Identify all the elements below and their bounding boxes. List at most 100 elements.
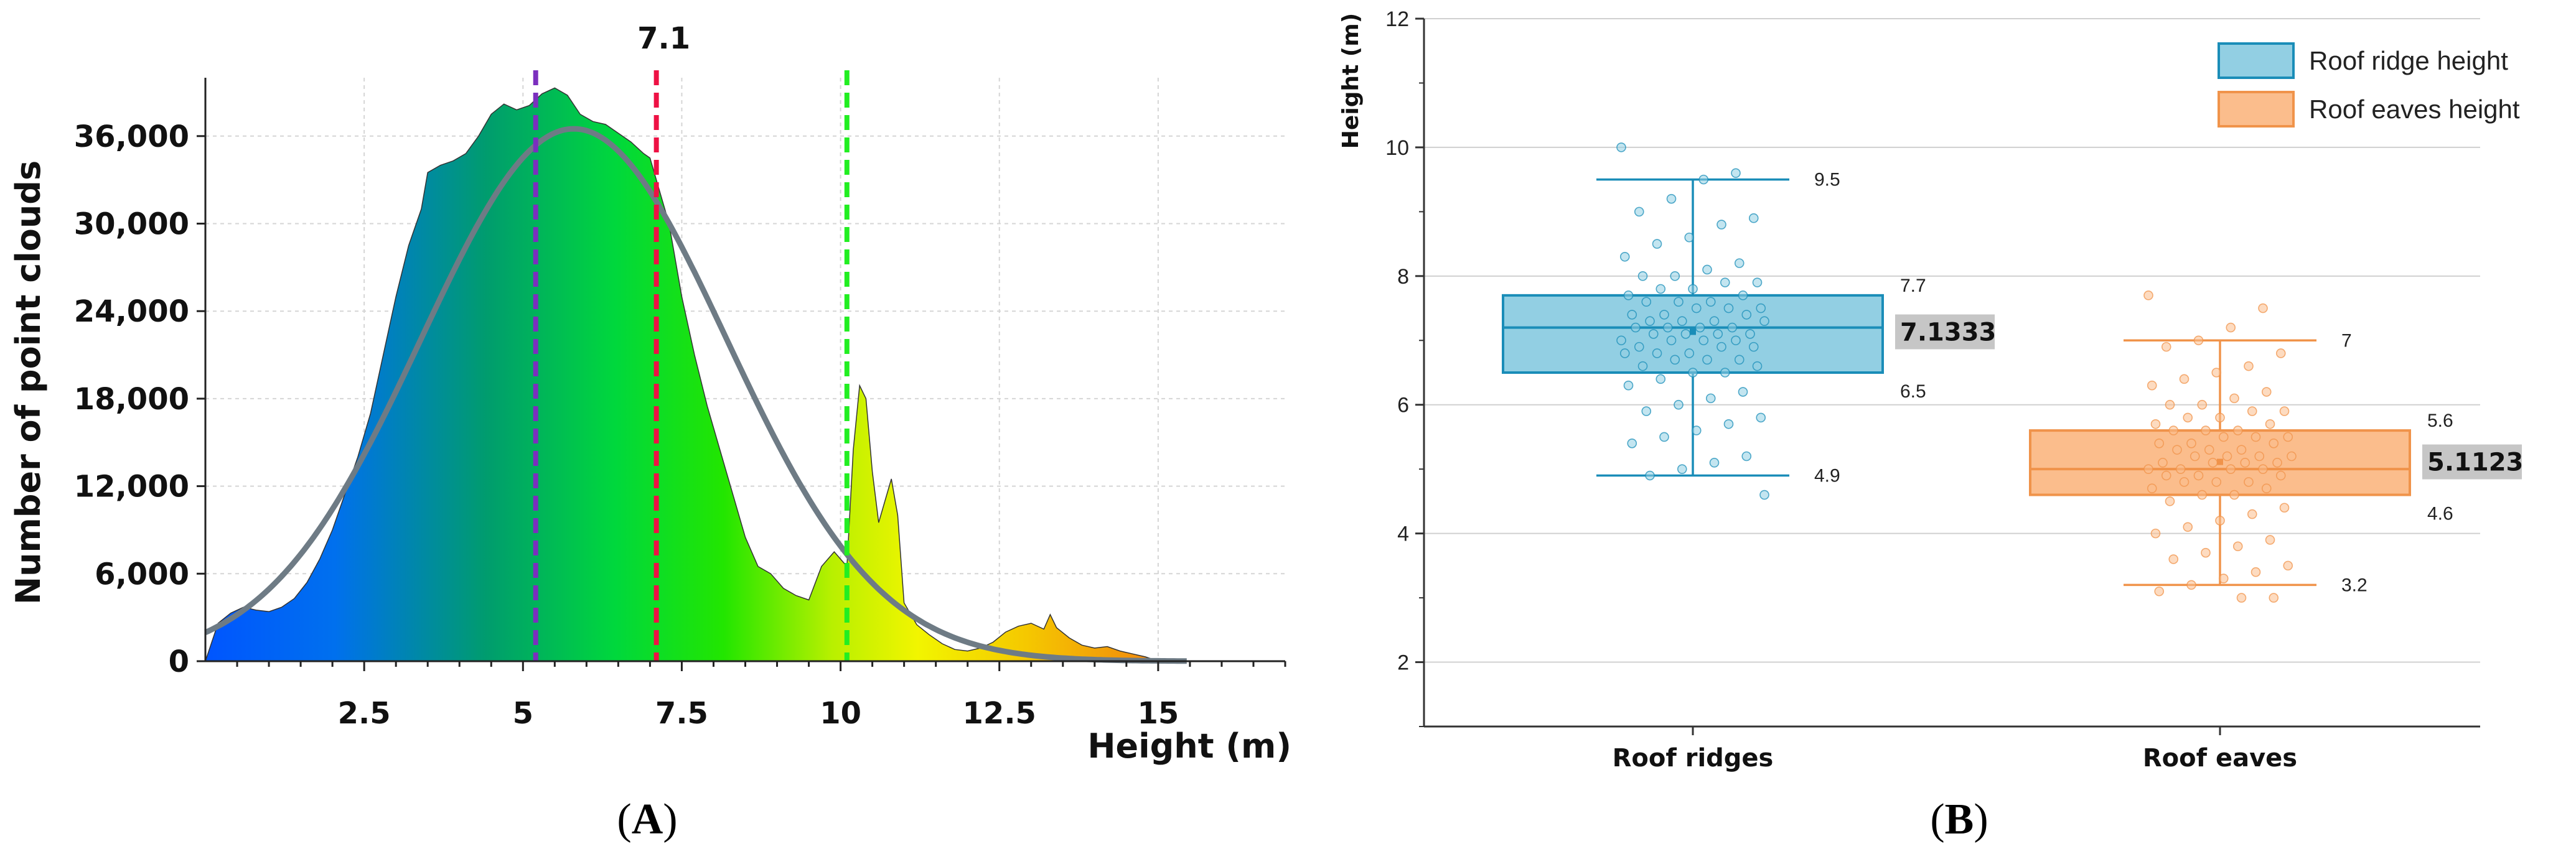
boxplot-panel: 2 4 6 8 10 12 9.5 7.7 6.5 4.9 7.1333 Roof ridges 7 5… xyxy=(1338,7,2523,843)
data-point xyxy=(1674,297,1684,307)
x-tick-label: 15 xyxy=(1137,696,1179,731)
y-tick-label: 18,000 xyxy=(74,382,189,417)
q1-label: 6.5 xyxy=(1900,381,1926,402)
data-point xyxy=(1684,232,1695,243)
data-point xyxy=(1641,297,1652,307)
q3-label: 5.6 xyxy=(2427,411,2453,431)
data-point xyxy=(2279,406,2290,416)
data-point xyxy=(2143,464,2153,474)
data-point xyxy=(2254,451,2265,462)
legend-swatch xyxy=(2218,42,2295,79)
mean-marker xyxy=(1690,328,1696,335)
y-tick-label: 12,000 xyxy=(74,470,189,504)
vline-label: 7.1 xyxy=(637,21,690,56)
y-tick-label: 2 xyxy=(1397,651,1409,675)
data-point xyxy=(1634,341,1644,352)
whisker-high-label: 7 xyxy=(2341,330,2352,351)
data-point xyxy=(2179,477,2190,487)
data-point xyxy=(2154,438,2165,448)
data-point xyxy=(1756,412,1766,423)
data-point xyxy=(1619,251,1630,262)
x-tick-label: 2.5 xyxy=(338,696,391,731)
data-point xyxy=(1659,310,1669,320)
whisker-low-label: 3.2 xyxy=(2341,575,2368,595)
data-point xyxy=(1756,303,1766,313)
data-point xyxy=(1688,284,1698,294)
data-point xyxy=(2161,470,2171,481)
data-point xyxy=(1717,341,1726,352)
data-point xyxy=(1616,142,1626,152)
tick-labels: 2.5 5 7.5 10 12.5 15 0 6,000 12,000 18,000 24,000 3… xyxy=(74,119,1179,731)
data-point xyxy=(2226,322,2236,333)
data-point xyxy=(2168,425,2179,435)
data-point xyxy=(2175,464,2186,474)
x-axis-label: Height (m) xyxy=(1087,727,1291,766)
data-point xyxy=(2197,490,2208,500)
data-point xyxy=(2215,412,2225,423)
tick-labels: 2 4 6 8 10 12 xyxy=(1385,7,1409,675)
y-tick-label: 8 xyxy=(1397,265,1409,289)
data-point xyxy=(2204,445,2214,455)
data-point xyxy=(1734,355,1745,365)
data-point xyxy=(1695,322,1705,333)
data-point xyxy=(1666,193,1677,204)
data-point xyxy=(2186,438,2196,448)
data-point xyxy=(1684,348,1695,358)
data-point xyxy=(2240,458,2250,468)
data-point xyxy=(2236,593,2247,603)
mean-marker xyxy=(2217,458,2223,465)
data-point xyxy=(2218,573,2229,583)
data-point xyxy=(1698,174,1709,185)
x-tick-label: 7.5 xyxy=(655,696,708,731)
data-point xyxy=(2147,380,2157,391)
data-point xyxy=(2265,419,2275,429)
data-point xyxy=(1752,361,1763,371)
data-point xyxy=(1741,451,1752,462)
data-point xyxy=(2201,547,2211,558)
data-point xyxy=(2232,425,2243,435)
data-point xyxy=(2279,503,2290,513)
mean-label: 7.1333 xyxy=(1900,318,1996,346)
data-point xyxy=(2165,399,2175,410)
data-point xyxy=(1752,277,1763,287)
data-point xyxy=(2197,399,2208,410)
data-point xyxy=(1709,458,1720,468)
box-group-roof-eaves: 7 5.6 4.6 3.2 5.1123 Roof eaves xyxy=(2029,290,2523,773)
y-tick-label: 36,000 xyxy=(74,119,189,154)
mean-label: 5.1123 xyxy=(2427,448,2523,477)
data-point xyxy=(1677,464,1687,474)
data-point xyxy=(2232,541,2243,552)
data-point xyxy=(2247,406,2257,416)
data-point xyxy=(1723,303,1734,313)
data-point xyxy=(2193,470,2204,481)
legend-swatch xyxy=(2218,91,2295,128)
data-point xyxy=(2218,432,2229,442)
histogram-panel: 7.1 2.5 5 7.5 10 12.5 15 0 6,000 12,000 18,000 24,… xyxy=(9,21,1291,843)
data-point xyxy=(2150,528,2161,539)
box-group-roof-ridges: 9.5 7.7 6.5 4.9 7.1333 Roof ridges xyxy=(1502,142,1996,773)
data-point xyxy=(1731,335,1741,346)
data-point xyxy=(1637,361,1648,371)
data-point xyxy=(1666,335,1677,346)
data-point xyxy=(1713,329,1723,339)
panel-label-a: (A) xyxy=(617,796,677,843)
data-point xyxy=(1705,393,1716,404)
data-point xyxy=(2258,303,2268,313)
y-tick-label: 30,000 xyxy=(74,207,189,242)
x-tick-label: 12.5 xyxy=(963,696,1036,731)
normal-fit-curve xyxy=(204,126,1187,664)
data-point xyxy=(1688,368,1698,378)
axes xyxy=(1415,17,2480,735)
data-point xyxy=(2229,490,2239,500)
data-point xyxy=(2265,535,2275,545)
y-tick-label: 6,000 xyxy=(95,557,189,592)
data-point xyxy=(2158,458,2168,468)
data-point xyxy=(2287,451,2297,462)
data-point xyxy=(1738,290,1748,300)
y-tick-label: 12 xyxy=(1385,7,1409,31)
data-point xyxy=(1720,277,1730,287)
data-point xyxy=(1623,290,1634,300)
legend-label: Roof ridge height xyxy=(2309,46,2508,75)
data-point xyxy=(1727,322,1738,333)
whisker-low-label: 4.9 xyxy=(1814,466,1840,486)
